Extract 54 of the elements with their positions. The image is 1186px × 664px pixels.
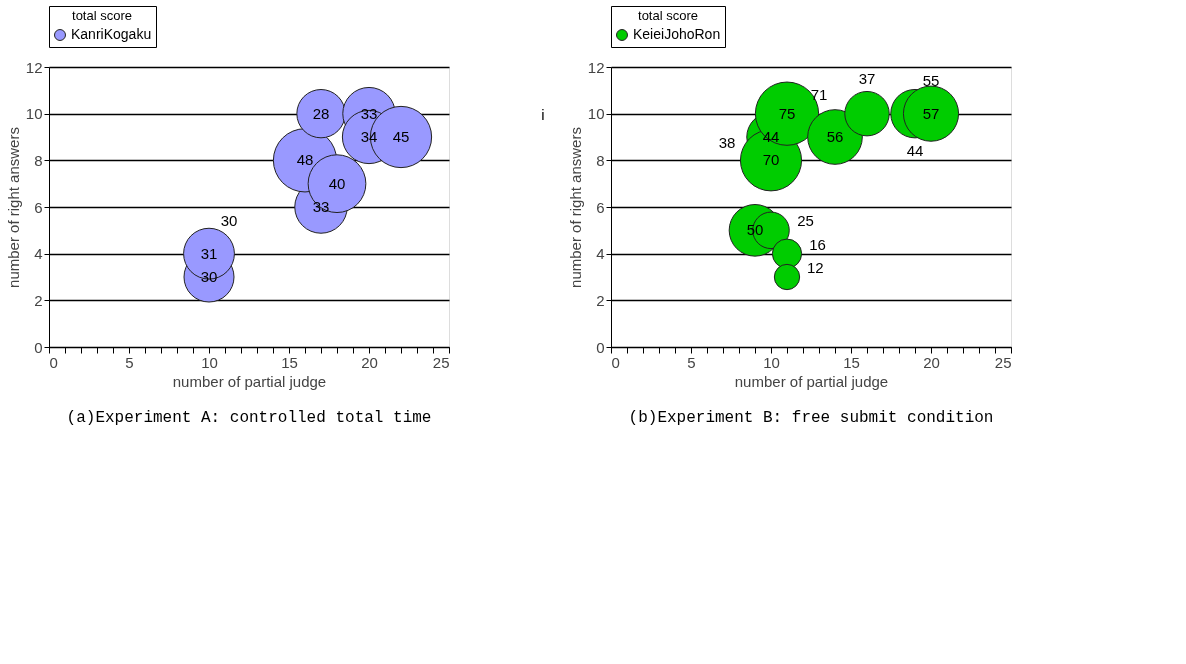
- data-label: 31: [200, 244, 218, 262]
- data-label: 37: [858, 69, 876, 87]
- x-tick-label: 0: [49, 353, 58, 371]
- data-label: 50: [746, 221, 764, 239]
- x-tick-label: 20: [361, 353, 378, 371]
- x-axis-title: number of partial judge: [172, 372, 327, 390]
- legend-title: total score: [638, 8, 698, 23]
- annotation: 30: [220, 212, 238, 229]
- y-tick-label: 12: [25, 58, 43, 76]
- x-axis-title: number of partial judge: [734, 372, 889, 390]
- data-label: 48: [296, 151, 314, 169]
- data-label: 40: [328, 174, 346, 192]
- y-tick-label: 0: [596, 338, 605, 356]
- annotation: 55: [922, 72, 940, 89]
- y-tick-label: 2: [34, 291, 43, 309]
- y-tick-label: 4: [34, 245, 43, 263]
- y-tick-label: 12: [587, 58, 605, 76]
- legend-label: KeieiJohoRon: [633, 26, 721, 42]
- x-tick-label: 5: [125, 353, 134, 371]
- x-tick-label: 25: [994, 353, 1012, 371]
- y-tick-label: 6: [596, 198, 605, 216]
- y-tick-label: 2: [596, 291, 605, 309]
- y-tick-label: 10: [25, 105, 43, 123]
- y-tick-label: 8: [34, 151, 43, 169]
- y-tick-label: 0: [34, 338, 43, 356]
- legend-title: total score: [72, 8, 132, 23]
- y-tick-label: 8: [596, 151, 605, 169]
- text: (a)Experiment A: controlled total time: [66, 409, 432, 427]
- data-label: 56: [826, 128, 844, 145]
- y-tick-label: 10: [587, 105, 605, 123]
- annotation: 38: [718, 133, 736, 151]
- x-tick-label: 0: [611, 353, 620, 371]
- x-tick-label: 10: [201, 353, 218, 371]
- x-tick-label: 15: [281, 353, 298, 371]
- y-tick-label: 6: [34, 198, 43, 216]
- y-tick-label: 4: [596, 245, 605, 263]
- text: i: [541, 105, 545, 123]
- x-tick-label: 5: [687, 353, 696, 371]
- legend-label: KanriKogaku: [71, 26, 152, 42]
- data-label: 25: [797, 212, 814, 230]
- x-tick-label: 25: [432, 353, 450, 371]
- annotation: 71: [810, 86, 828, 103]
- data-label: 28: [312, 104, 330, 122]
- x-tick-label: 20: [923, 353, 940, 371]
- text: (b)Experiment B: free submit condition: [628, 409, 994, 427]
- data-label: 57: [922, 104, 940, 122]
- data-label: 45: [392, 128, 410, 145]
- x-tick-label: 10: [763, 353, 780, 371]
- y-axis-title: number of right answers: [566, 127, 584, 288]
- y-axis-title: number of right answers: [4, 127, 22, 288]
- data-label: 12: [806, 259, 824, 276]
- data-label: 44: [906, 142, 924, 159]
- data-label: 16: [809, 235, 826, 253]
- x-tick-label: 15: [843, 353, 860, 371]
